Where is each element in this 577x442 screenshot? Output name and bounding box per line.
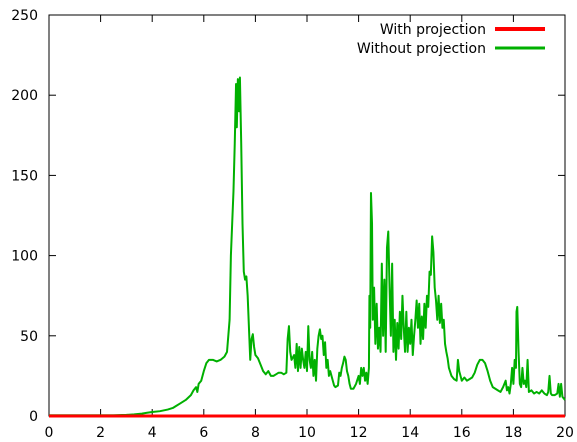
- y-tick-label: 250: [11, 8, 38, 24]
- legend: With projection Without projection: [357, 22, 545, 57]
- x-tick-label: 12: [350, 425, 368, 441]
- y-tick-label: 100: [11, 249, 38, 265]
- x-tick-label: 0: [45, 425, 54, 441]
- y-tick-label: 50: [20, 329, 38, 345]
- x-tick-label: 4: [148, 425, 157, 441]
- x-tick-label: 18: [504, 425, 522, 441]
- x-tick-label: 10: [298, 425, 316, 441]
- y-tick-label: 150: [11, 168, 38, 184]
- y-tick-label: 200: [11, 88, 38, 104]
- x-tick-label: 8: [251, 425, 260, 441]
- legend-label: With projection: [380, 22, 486, 38]
- x-tick-label: 6: [199, 425, 208, 441]
- x-tick-label: 20: [556, 425, 574, 441]
- legend-label: Without projection: [357, 41, 486, 57]
- series-line-without-projection: [49, 76, 566, 417]
- x-tick-label: 2: [96, 425, 105, 441]
- x-tick-label: 14: [401, 425, 419, 441]
- y-tick-label: 0: [29, 409, 38, 425]
- series-layer: [49, 76, 566, 418]
- x-tick-label: 16: [453, 425, 471, 441]
